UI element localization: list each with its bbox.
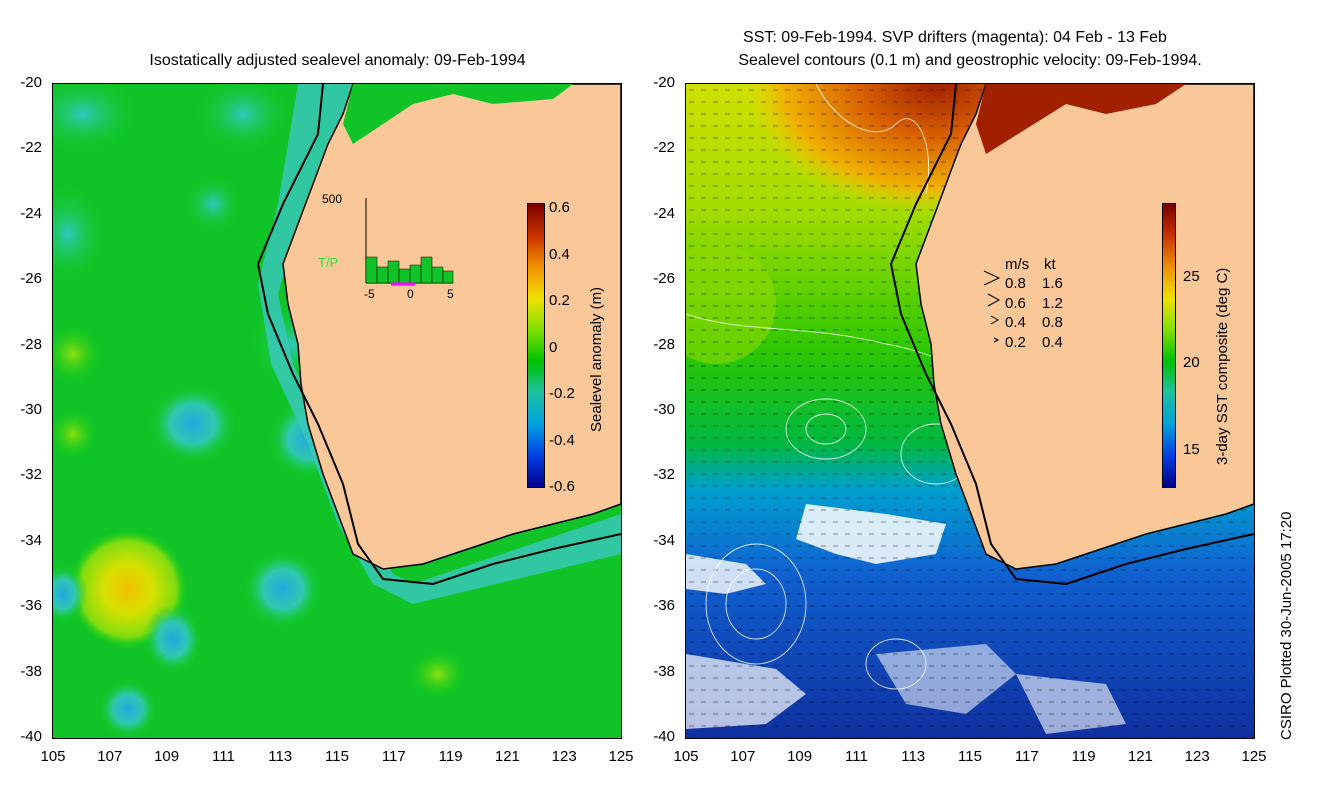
left-colorbar-tick: 0.6 bbox=[549, 199, 570, 216]
y-tick-label: -22 bbox=[20, 139, 42, 157]
left-colorbar-tick: -0.2 bbox=[549, 385, 575, 402]
y-tick-label: -34 bbox=[20, 531, 42, 549]
left-map-title: Isostatically adjusted sealevel anomaly:… bbox=[149, 52, 526, 69]
y-tick-label: -40 bbox=[20, 728, 42, 745]
inset-xtick: -5 bbox=[364, 287, 375, 301]
left-colorbar-tick: -0.6 bbox=[549, 478, 575, 495]
right-colorbar bbox=[1162, 203, 1176, 488]
inset-ymax-label: 500 bbox=[322, 192, 343, 206]
y-tick-label: -38 bbox=[20, 662, 42, 680]
y-tick-label: -36 bbox=[20, 597, 42, 615]
left-colorbar-label: Sealevel anomaly (m) bbox=[588, 286, 605, 432]
left-colorbar-tick: 0.4 bbox=[549, 245, 570, 263]
velocity-legend-kt: 1.6 bbox=[1042, 275, 1063, 292]
velocity-legend-kt: 0.8 bbox=[1042, 314, 1063, 331]
histogram-bar bbox=[442, 270, 454, 284]
y-tick-label: -24 bbox=[20, 204, 42, 222]
histogram-bar bbox=[398, 268, 411, 284]
x-tick-label: 117 bbox=[381, 748, 406, 765]
x-tick-label: 119 bbox=[438, 748, 463, 765]
y-tick-label: -26 bbox=[653, 270, 675, 288]
velocity-legend-header-ms: m/s bbox=[1005, 256, 1030, 273]
y-tick-label: -30 bbox=[20, 401, 42, 418]
left-colorbar bbox=[527, 203, 545, 488]
x-tick-label: 113 bbox=[901, 748, 926, 765]
histogram-bar bbox=[365, 256, 378, 284]
y-tick-label: -32 bbox=[653, 466, 675, 484]
y-tick-label: -28 bbox=[20, 335, 42, 353]
right-colorbar-tick: 20 bbox=[1183, 354, 1200, 371]
x-tick-label: 115 bbox=[958, 748, 982, 765]
x-tick-label: 125 bbox=[608, 748, 634, 765]
histogram-bar bbox=[376, 266, 389, 284]
y-tick-label: -38 bbox=[653, 662, 675, 680]
x-tick-label: 105 bbox=[673, 748, 699, 765]
velocity-legend-ms: 0.4 bbox=[1005, 314, 1026, 331]
histogram-bar bbox=[431, 266, 444, 284]
right-colorbar-tick: 15 bbox=[1183, 441, 1200, 458]
left-colorbar-tick: 0 bbox=[549, 338, 558, 356]
right-colorbar-tick: 25 bbox=[1183, 268, 1200, 285]
x-tick-label: 111 bbox=[844, 748, 868, 765]
x-tick-label: 109 bbox=[787, 748, 813, 765]
velocity-legend-header-kt: kt bbox=[1044, 256, 1056, 273]
x-tick-label: 121 bbox=[494, 748, 520, 765]
y-tick-label: -30 bbox=[653, 401, 675, 418]
left-map-canvas bbox=[53, 84, 621, 738]
x-tick-label: 123 bbox=[551, 748, 577, 765]
velocity-legend-arrows bbox=[983, 270, 1001, 343]
x-tick-label: 115 bbox=[325, 748, 349, 765]
x-tick-label: 111 bbox=[211, 748, 235, 765]
right-colorbar-label: 3-day SST composite (deg C) bbox=[1214, 267, 1231, 465]
y-tick-label: -20 bbox=[653, 74, 675, 91]
y-tick-label: -34 bbox=[653, 531, 675, 549]
histogram-bar bbox=[420, 256, 433, 284]
y-tick-label: -40 bbox=[653, 728, 675, 745]
y-tick-label: -28 bbox=[653, 335, 675, 353]
y-tick-label: -32 bbox=[20, 466, 42, 484]
inset-histogram bbox=[365, 198, 454, 286]
y-tick-label: -24 bbox=[653, 204, 675, 222]
left-sealevel-map bbox=[52, 83, 622, 739]
velocity-legend-kt: 0.4 bbox=[1042, 333, 1063, 351]
velocity-legend-kt: 1.2 bbox=[1042, 294, 1063, 312]
x-tick-label: 117 bbox=[1014, 748, 1039, 765]
x-tick-label: 105 bbox=[40, 748, 66, 765]
inset-xtick: 5 bbox=[447, 287, 454, 301]
y-tick-label: -36 bbox=[653, 597, 675, 615]
x-tick-label: 113 bbox=[268, 748, 293, 765]
inset-series-label: T/P bbox=[318, 255, 339, 270]
right-map-title-line2: Sealevel contours (0.1 m) and geostrophi… bbox=[738, 52, 1202, 69]
x-tick-label: 121 bbox=[1127, 748, 1153, 765]
inset-xtick: 0 bbox=[407, 287, 414, 301]
left-colorbar-tick: 0.2 bbox=[549, 292, 570, 309]
histogram-bar bbox=[387, 260, 400, 284]
y-tick-label: -20 bbox=[20, 74, 42, 91]
right-sst-map bbox=[685, 83, 1255, 739]
histogram-bar bbox=[409, 264, 422, 284]
left-colorbar-tick: -0.4 bbox=[549, 431, 575, 449]
velocity-legend-ms: 0.2 bbox=[1005, 333, 1026, 351]
y-tick-label: -22 bbox=[653, 139, 675, 157]
velocity-legend-ms: 0.6 bbox=[1005, 294, 1026, 312]
x-tick-label: 125 bbox=[1241, 748, 1267, 765]
x-tick-label: 107 bbox=[730, 748, 756, 765]
plot-stamp: CSIRO Plotted 30-Jun-2005 17:20 bbox=[1278, 511, 1295, 740]
right-map-title-line1: SST: 09-Feb-1994. SVP drifters (magenta)… bbox=[743, 29, 1167, 46]
x-tick-label: 123 bbox=[1184, 748, 1210, 765]
velocity-legend-ms: 0.8 bbox=[1005, 275, 1026, 292]
x-tick-label: 119 bbox=[1071, 748, 1096, 765]
x-tick-label: 109 bbox=[154, 748, 180, 765]
y-tick-label: -26 bbox=[20, 270, 42, 288]
right-map-canvas bbox=[686, 84, 1254, 738]
x-tick-label: 107 bbox=[97, 748, 123, 765]
